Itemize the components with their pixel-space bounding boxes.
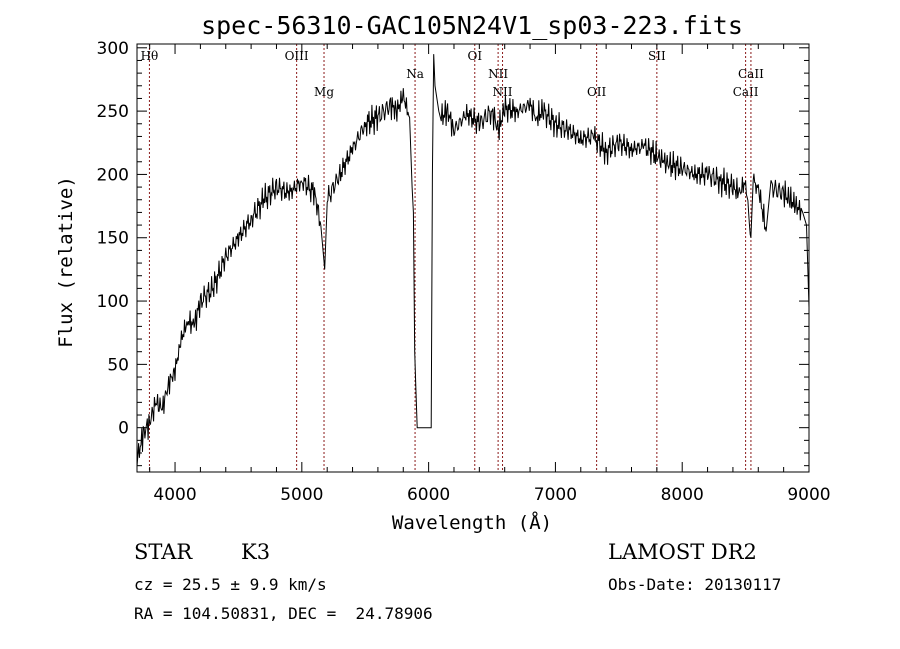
x-tick-label: 4000 [153, 485, 196, 505]
axis-ticks: 4000 5000 6000 7000 8000 9000 0 50 100 150 200 250 3… [97, 39, 831, 505]
x-tick-label: 9000 [787, 485, 830, 505]
y-tick-label: 150 [97, 229, 129, 249]
spectral-line-label: CaII [733, 85, 759, 99]
x-axis-label: Wavelength (Å) [392, 511, 552, 534]
survey-name: LAMOST DR2 [608, 540, 757, 564]
spectral-line-label: NII [488, 67, 508, 81]
plot-area: Hθ OIII Mg Na OI NII NII OII SII CaII CaII [136, 44, 810, 472]
y-tick-label: 250 [97, 102, 129, 122]
y-tick-label: 300 [97, 39, 129, 59]
spectral-line-label: OI [467, 49, 482, 63]
chart-title: spec-56310-GAC105N24V1_sp03-223.fits [201, 11, 743, 40]
x-tick-label: 8000 [661, 485, 704, 505]
y-tick-label: 0 [118, 419, 129, 439]
y-axis-label: Flux (relative) [55, 176, 77, 348]
spectral-line-label: OIII [285, 49, 309, 63]
y-tick-label: 50 [107, 355, 129, 375]
x-tick-label: 6000 [407, 485, 450, 505]
y-tick-label: 100 [97, 292, 129, 312]
x-tick-label: 5000 [280, 485, 323, 505]
object-class: STAR [134, 540, 193, 564]
spectral-line-label: SII [648, 49, 666, 63]
spectral-line-label: Na [406, 67, 424, 81]
spectrum-line [136, 54, 810, 467]
spectral-subclass: K3 [241, 540, 271, 564]
spectral-line-label: OII [587, 85, 607, 99]
y-tick-label: 200 [97, 165, 129, 185]
spectral-line-label: Mg [314, 85, 334, 99]
spectral-line-label: NII [493, 85, 513, 99]
redshift-text: cz = 25.5 ± 9.9 km/s [134, 575, 327, 594]
spectral-line-label: CaII [738, 67, 764, 81]
observation-date: Obs-Date: 20130117 [608, 575, 782, 594]
x-tick-label: 7000 [534, 485, 577, 505]
spectral-line-label: Hθ [141, 49, 159, 63]
coordinates-text: RA = 104.50831, DEC = 24.78906 [134, 604, 433, 623]
plot-frame [136, 43, 810, 473]
